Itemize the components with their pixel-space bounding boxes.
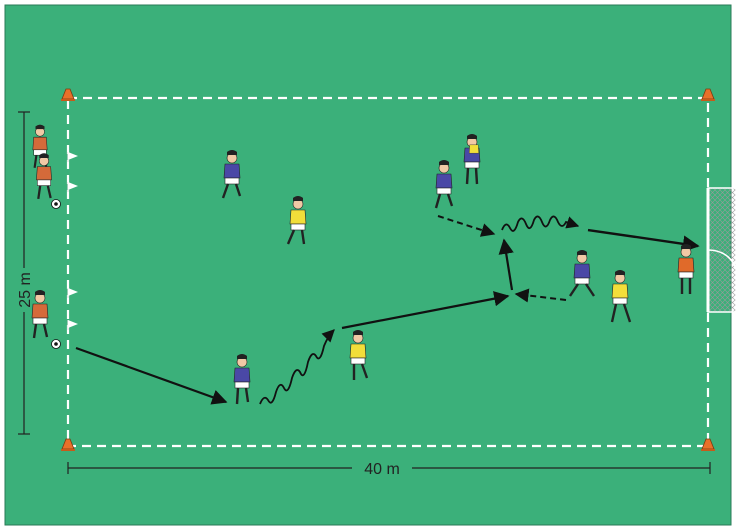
cone-icon [61,88,75,101]
dribble-path [501,215,580,232]
waiting-player [31,290,49,339]
dribble-path [259,329,335,405]
flag-icon [67,288,78,298]
flag-icon [67,320,78,330]
cone-icon [701,88,715,101]
pass-arrow [75,346,228,405]
defender [349,330,369,380]
attacker [434,160,454,209]
soccer-ball-icon [51,339,61,349]
defender [610,270,632,323]
shot-arrow [587,228,700,253]
cone-icon [701,438,715,451]
attacker [221,150,242,199]
cone-icon [61,438,75,451]
grass-background [4,4,732,526]
flag-icon [67,152,78,162]
movement-arrows [75,215,700,405]
attacker [233,354,251,405]
flag-icon [67,182,78,192]
defender [469,144,479,154]
height-label: 25 m [17,272,34,308]
goal-icon [706,187,736,313]
width-dimension: 40 m [67,461,711,478]
pass-arrow [498,238,514,291]
pass-arrow [341,291,510,330]
run-arrow [514,288,567,303]
waiting-player [36,153,52,200]
attacker [569,250,595,297]
goalkeeper [677,244,695,294]
height-dimension: 25 m [17,111,34,435]
defender [286,196,307,245]
width-label: 40 m [364,461,400,478]
soccer-ball-icon [51,199,61,209]
